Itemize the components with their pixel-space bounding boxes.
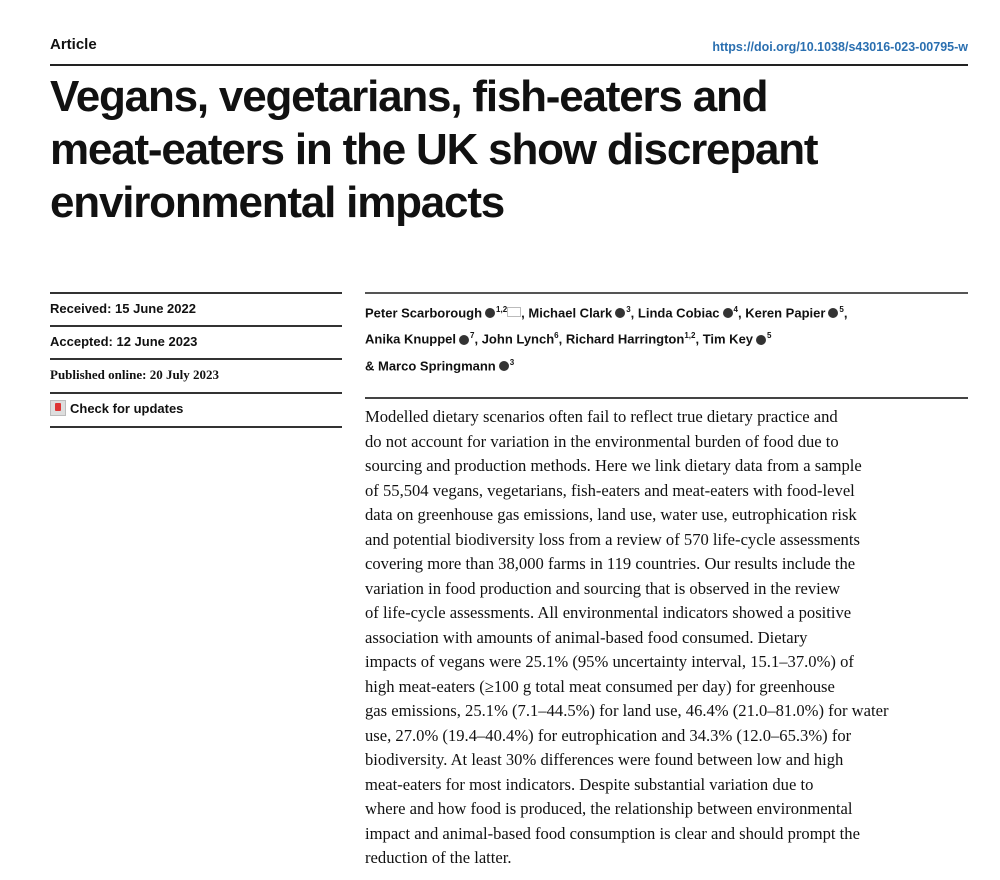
accepted-date: Accepted: 12 June 2023 (50, 325, 342, 358)
abstract-line: covering more than 38,000 farms in 119 c… (365, 554, 856, 573)
author-name[interactable]: Keren Papier (745, 305, 826, 321)
abstract-line: meat-eaters for most indicators. Despite… (365, 774, 814, 794)
orcid-icon[interactable] (828, 308, 839, 319)
header-divider (50, 64, 968, 66)
author-affiliation: 1,2 (684, 331, 696, 341)
author-name[interactable]: & Marco Springmann (365, 357, 496, 373)
abstract-line: where and how food is produced, the rela… (365, 799, 853, 818)
orcid-icon[interactable] (498, 360, 509, 371)
abstract-line: gas emissions, 25.1% (7.1–44.5%) for lan… (365, 701, 889, 720)
author-name[interactable]: John Lynch (481, 331, 555, 347)
abstract: Modelled dietary scenarios often fail to… (365, 405, 985, 871)
published-date: Published online: 20 July 2023 (50, 358, 342, 392)
abstract-line: variation in food production and sourcin… (365, 578, 841, 598)
abstract-line: impacts of vegans were 25.1% (95% uncert… (365, 652, 854, 671)
author-affiliation: 3 (509, 357, 515, 367)
author-affiliation: 5 (839, 305, 844, 314)
abstract-line: and potential biodiversity loss from a r… (365, 529, 860, 549)
author-affiliation: 6 (554, 331, 559, 341)
title-line: meat-eaters in the UK show discrepant (50, 125, 819, 174)
abstract-line: do not account for variation in the envi… (365, 431, 839, 451)
author-affiliation: 7 (470, 331, 475, 341)
author-name[interactable]: Linda Cobiac (637, 305, 720, 321)
author-affiliation: 1,2 (496, 305, 508, 314)
orcid-icon[interactable] (485, 308, 496, 319)
doi-link[interactable]: https://doi.org/10.1038/s43016-023-00795… (712, 40, 968, 54)
author-name[interactable]: Richard Harrington (565, 331, 685, 347)
abstract-line: biodiversity. At least 30% differences w… (365, 750, 844, 769)
abstract-line: use, 27.0% (19.4–40.4%) for eutrophicati… (365, 725, 852, 745)
check-for-updates-button[interactable]: Check for updates (50, 392, 342, 428)
abstract-line: of 55,504 vegans, vegetarians, fish-eate… (365, 480, 855, 500)
abstract-divider (365, 397, 968, 399)
author-name[interactable]: Anika Knuppel (365, 331, 457, 347)
title-line: environmental impacts (50, 178, 505, 227)
title-line: Vegans, vegetarians, fish-eaters and (50, 72, 769, 121)
check-updates-icon (50, 400, 66, 416)
orcid-icon[interactable] (756, 334, 767, 345)
abstract-line: impact and animal-based food consumption… (365, 823, 860, 843)
orcid-icon[interactable] (722, 308, 733, 319)
author-affiliation: 4 (733, 305, 738, 314)
abstract-line: sourcing and production methods. Here we… (365, 456, 862, 475)
abstract-line: high meat-eaters (≥100 g total meat cons… (365, 676, 835, 696)
orcid-icon[interactable] (615, 308, 626, 319)
article-dates: Received: 15 June 2022 Accepted: 12 June… (50, 292, 342, 428)
abstract-line: Modelled dietary scenarios often fail to… (365, 407, 838, 426)
article-type-label: Article (50, 36, 97, 53)
author-name[interactable]: Michael Clark (528, 305, 613, 321)
author-name[interactable]: Peter Scarborough (365, 305, 483, 321)
author-affiliation: 5 (767, 331, 772, 341)
orcid-icon[interactable] (459, 334, 470, 345)
author-list: Peter Scarborough 1,2, Michael Clark 3, Li… (365, 305, 848, 373)
abstract-line: of life-cycle assessments. All environme… (365, 603, 852, 622)
authors-divider (365, 292, 968, 294)
email-icon[interactable] (507, 307, 522, 318)
check-updates-label: Check for updates (70, 400, 184, 416)
author-name[interactable]: Tim Key (702, 331, 754, 347)
author-affiliation: 3 (626, 305, 631, 314)
abstract-line: reduction of the latter. (365, 848, 512, 867)
paper-title: Vegans, vegetarians, fish-eaters and mea… (50, 70, 950, 229)
abstract-line: data on greenhouse gas emissions, land u… (365, 505, 857, 524)
abstract-line: association with amounts of animal-based… (365, 627, 808, 647)
received-date: Received: 15 June 2022 (50, 292, 342, 325)
